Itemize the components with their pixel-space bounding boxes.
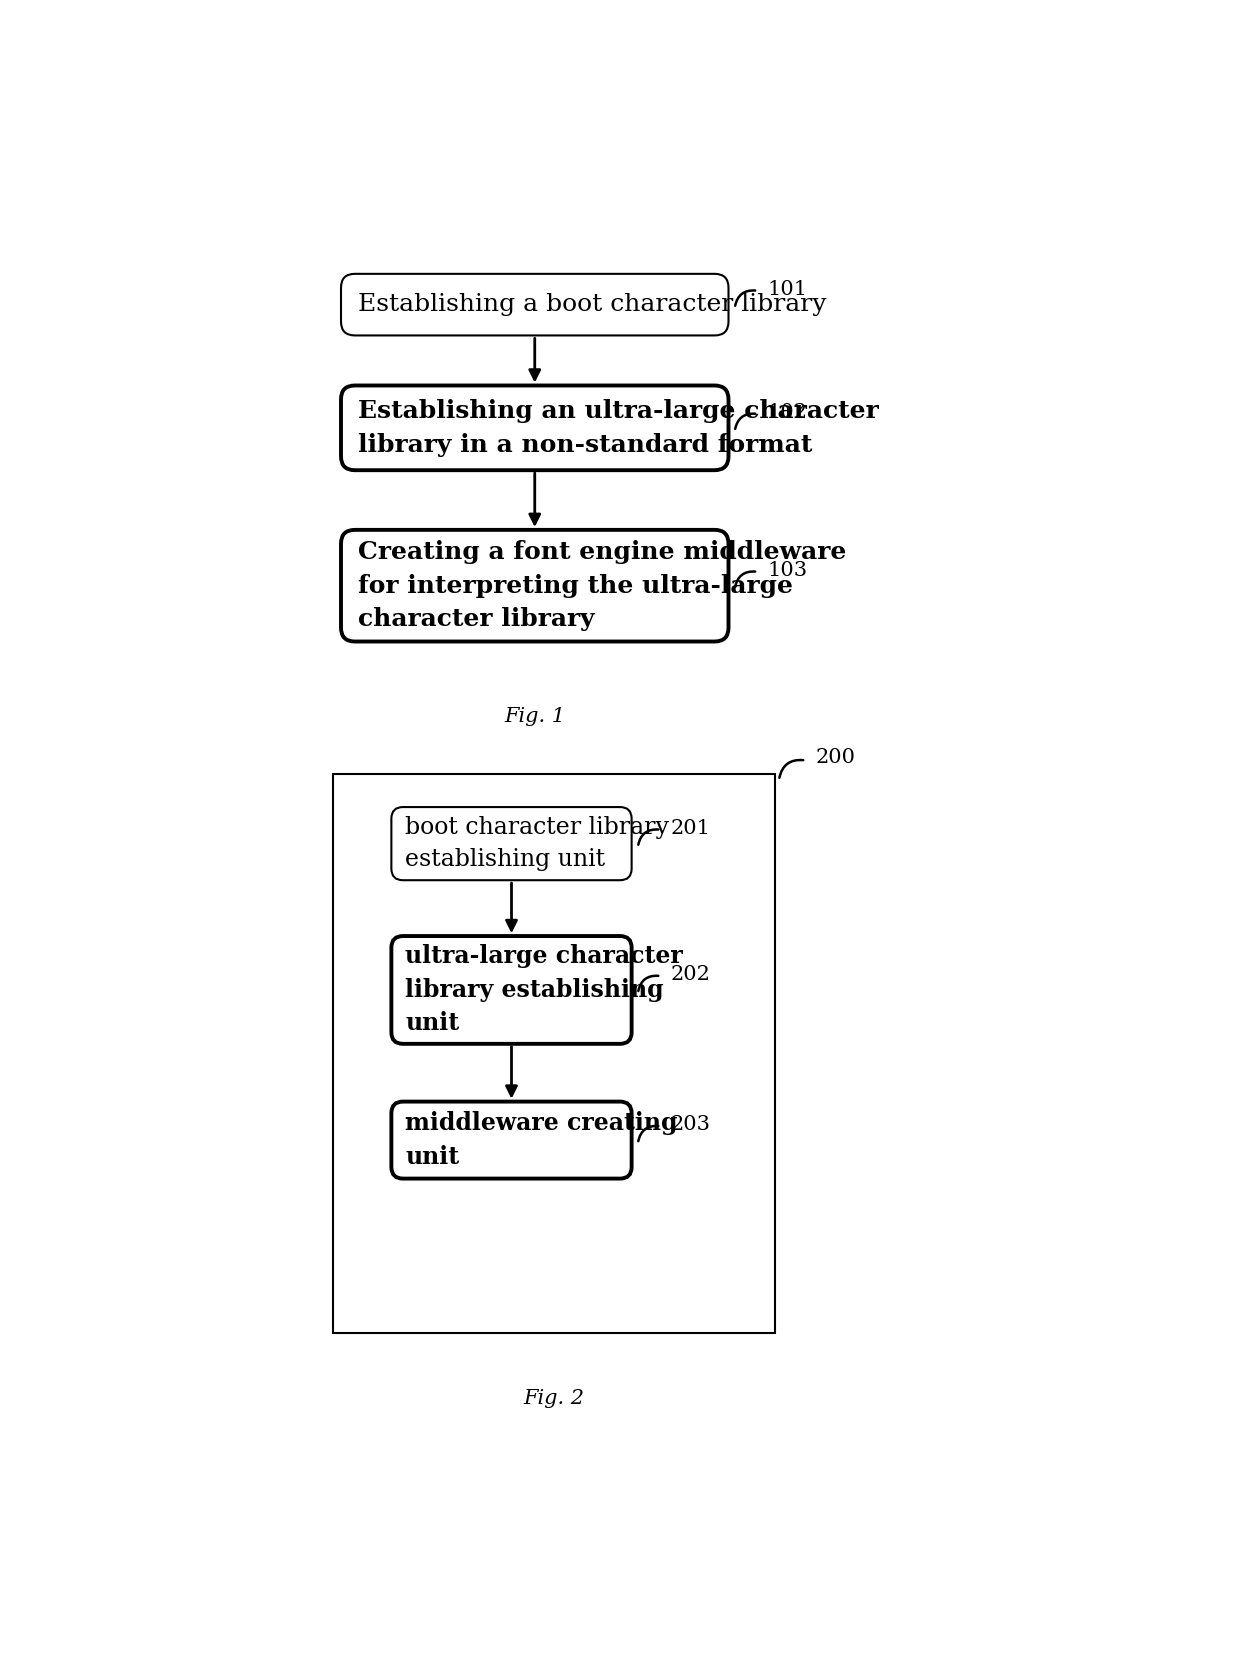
- Text: Fig. 2: Fig. 2: [523, 1388, 584, 1408]
- Text: 103: 103: [768, 561, 807, 580]
- FancyBboxPatch shape: [392, 1101, 631, 1178]
- Text: Establishing a boot character library: Establishing a boot character library: [358, 293, 827, 317]
- FancyBboxPatch shape: [341, 385, 729, 470]
- Text: 200: 200: [816, 748, 856, 766]
- Text: Fig. 1: Fig. 1: [505, 706, 565, 726]
- Text: Establishing an ultra-large character
library in a non-standard format: Establishing an ultra-large character li…: [358, 400, 879, 456]
- Text: Creating a font engine middleware
for interpreting the ultra-large
character lib: Creating a font engine middleware for in…: [358, 540, 847, 631]
- FancyBboxPatch shape: [392, 806, 631, 880]
- Text: ultra-large character
library establishing
unit: ultra-large character library establishi…: [405, 945, 683, 1036]
- FancyBboxPatch shape: [341, 530, 729, 641]
- Text: 203: 203: [671, 1115, 711, 1135]
- Text: 102: 102: [768, 403, 807, 421]
- FancyBboxPatch shape: [341, 273, 729, 335]
- Text: middleware creating
unit: middleware creating unit: [405, 1111, 678, 1170]
- Text: 201: 201: [671, 818, 711, 838]
- FancyBboxPatch shape: [392, 936, 631, 1045]
- Text: 101: 101: [768, 280, 807, 298]
- Text: boot character library
establishing unit: boot character library establishing unit: [405, 816, 670, 871]
- Text: 202: 202: [671, 965, 711, 985]
- FancyBboxPatch shape: [334, 775, 775, 1333]
